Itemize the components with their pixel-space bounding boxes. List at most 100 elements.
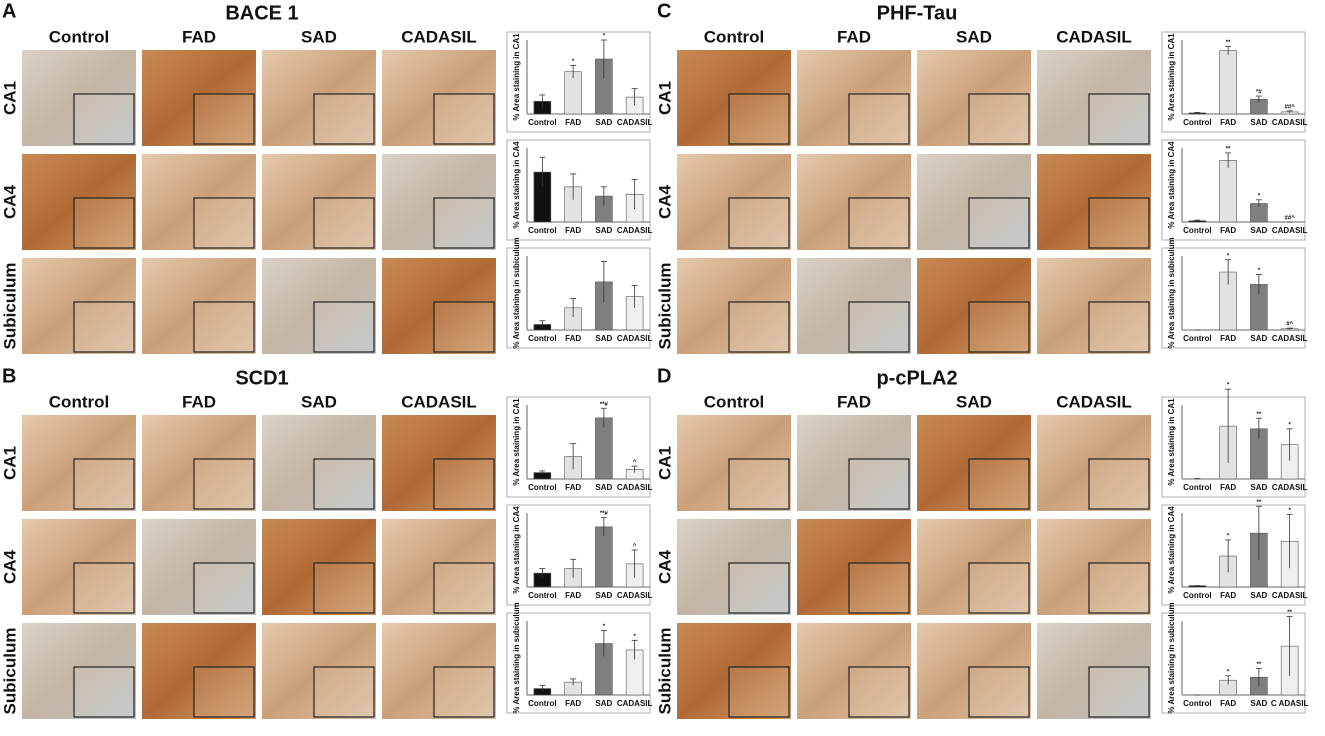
panel-letter: D	[657, 365, 671, 387]
significance-label: **#	[600, 402, 609, 408]
significance-label: **	[1257, 412, 1262, 418]
significance-label: **	[1257, 500, 1262, 506]
chart-frame	[1161, 31, 1306, 133]
micrograph	[917, 623, 1031, 719]
x-tick-label: FAD	[1220, 118, 1236, 127]
significance-label: *#	[1256, 90, 1262, 96]
micrograph	[382, 415, 496, 511]
micrograph-inset	[968, 301, 1030, 353]
micrograph-inset	[433, 93, 495, 145]
column-label: Control	[704, 392, 764, 411]
micrograph-inset	[313, 562, 375, 614]
x-tick-label: SAD	[595, 483, 612, 492]
x-tick-label: CADASIL	[1272, 334, 1308, 343]
significance-label: *	[1288, 422, 1291, 428]
x-tick-label: CADASIL	[617, 483, 653, 492]
significance-label: *	[603, 624, 606, 630]
micrograph-inset	[1088, 562, 1150, 614]
panel-letter: A	[2, 0, 16, 22]
column-label: FAD	[837, 27, 871, 46]
row-label: Subiculum	[655, 628, 674, 715]
micrograph	[917, 415, 1031, 511]
micrograph	[917, 519, 1031, 615]
significance-label: *	[1258, 268, 1261, 274]
micrograph-inset	[313, 301, 375, 353]
micrograph-inset	[73, 562, 135, 614]
micrograph	[917, 258, 1031, 354]
chart-frame	[1161, 247, 1306, 349]
bar	[1219, 160, 1237, 223]
y-axis-label: % Area staining in CA4	[1167, 141, 1176, 229]
significance-label: *	[572, 59, 575, 65]
micrograph-inset	[73, 666, 135, 718]
significance-label: *	[1288, 508, 1291, 514]
row-label: CA1	[0, 81, 19, 115]
x-tick-label: CADASIL	[617, 226, 653, 235]
x-tick-label: FAD	[1220, 483, 1236, 492]
micrograph	[262, 519, 376, 615]
column-label: CADASIL	[1056, 27, 1132, 46]
panel-letter: B	[2, 365, 16, 387]
x-tick-label: FAD	[565, 334, 581, 343]
micrograph-inset	[313, 197, 375, 249]
micrograph-inset	[728, 197, 790, 249]
panel-title: BACE 1	[225, 2, 298, 24]
column-label: CADASIL	[401, 392, 477, 411]
column-label: FAD	[182, 27, 216, 46]
row-label: CA4	[655, 549, 674, 584]
bar	[1219, 50, 1237, 115]
x-tick-label: CADASIL	[1272, 226, 1308, 235]
y-axis-label: % Area staining in CA1	[1167, 33, 1176, 121]
column-label: FAD	[837, 392, 871, 411]
chart-frame	[1161, 612, 1306, 714]
chart-frame	[506, 612, 651, 714]
micrograph-inset	[1088, 93, 1150, 145]
micrograph-inset	[968, 562, 1030, 614]
y-axis-label: % Area staining in CA4	[512, 141, 521, 229]
micrograph-inset	[728, 666, 790, 718]
micrograph-inset	[313, 93, 375, 145]
micrograph	[1037, 154, 1151, 250]
x-tick-label: C ADASIL	[1271, 699, 1309, 708]
micrograph-inset	[73, 197, 135, 249]
x-tick-label: FAD	[1220, 591, 1236, 600]
column-label: Control	[49, 27, 109, 46]
micrograph	[797, 519, 911, 615]
y-axis-label: % Area staining in subiculum	[512, 602, 521, 713]
significance-label: **#	[600, 511, 609, 517]
x-tick-label: Control	[1183, 591, 1211, 600]
x-tick-label: Control	[1183, 699, 1211, 708]
column-label: Control	[704, 27, 764, 46]
x-tick-label: FAD	[1220, 699, 1236, 708]
micrograph-inset	[728, 93, 790, 145]
x-tick-label: SAD	[1250, 334, 1267, 343]
x-tick-label: FAD	[1220, 334, 1236, 343]
column-label: SAD	[301, 27, 337, 46]
micrograph	[797, 623, 911, 719]
micrograph	[142, 623, 256, 719]
x-tick-label: Control	[1183, 226, 1211, 235]
x-tick-label: CADASIL	[617, 699, 653, 708]
x-tick-label: SAD	[1250, 591, 1267, 600]
x-tick-label: Control	[1183, 118, 1211, 127]
significance-label: ##^	[1285, 104, 1296, 110]
micrograph-inset	[73, 458, 135, 510]
micrograph-inset	[433, 197, 495, 249]
micrograph	[22, 154, 136, 250]
micrograph-inset	[433, 458, 495, 510]
micrograph	[677, 623, 791, 719]
significance-label: ##^	[1285, 216, 1296, 222]
micrograph-inset	[1088, 458, 1150, 510]
micrograph-inset	[433, 301, 495, 353]
significance-label: **	[1287, 610, 1292, 616]
micrograph-inset	[848, 93, 910, 145]
row-label: CA1	[0, 446, 19, 480]
column-label: Control	[49, 392, 109, 411]
micrograph-inset	[313, 458, 375, 510]
micrograph	[677, 258, 791, 354]
x-tick-label: SAD	[595, 699, 612, 708]
x-tick-label: SAD	[1250, 483, 1267, 492]
x-tick-label: SAD	[595, 591, 612, 600]
micrograph-inset	[968, 197, 1030, 249]
micrograph	[142, 258, 256, 354]
